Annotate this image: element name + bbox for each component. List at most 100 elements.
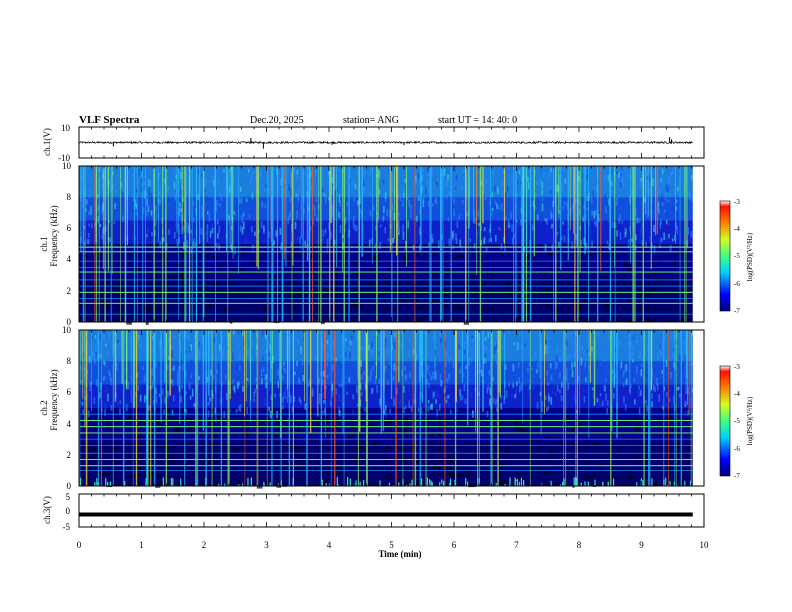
spectrogram-noise: [192, 472, 196, 475]
spectrogram-noise: [555, 355, 558, 362]
spectrogram-noise: [588, 220, 590, 227]
spectrogram-noise: [413, 398, 416, 405]
spectrogram-noise: [541, 181, 544, 188]
spectrogram-noise: [155, 387, 158, 395]
spectrogram-noise: [288, 183, 291, 191]
spectrogram-noise: [83, 360, 86, 365]
spectrogram-noise: [661, 352, 663, 358]
spectrogram-noise: [338, 384, 341, 388]
spectrogram-noise: [206, 235, 209, 242]
ch1-freq-tick-2: 2: [67, 286, 72, 296]
spectrogram-noise: [602, 383, 605, 391]
spectrogram-noise: [630, 352, 633, 360]
spectrogram-noise: [87, 210, 90, 216]
spectrogram-noise: [212, 355, 215, 360]
spectrogram-noise: [479, 361, 482, 368]
spectrogram-noise: [277, 181, 280, 188]
spectrogram-noise: [645, 334, 647, 340]
spectrogram-noise: [567, 333, 570, 340]
spectrogram-noise: [558, 320, 565, 322]
spectrogram-noise: [250, 177, 253, 182]
spectrogram-noise: [419, 206, 421, 214]
spectrogram-noise: [110, 378, 112, 386]
spectrogram-noise: [164, 396, 166, 404]
spectrogram-noise: [314, 168, 317, 177]
ch2-spectrogram-panel: 0 2 4 6 8 10 ch.2 Frequency (kHz) -3 -4 …: [39, 325, 754, 491]
spectrogram-noise: [216, 374, 219, 378]
spectrogram-noise: [613, 392, 615, 399]
spectrogram-noise: [113, 344, 116, 350]
ch2-spectrogram-image: [79, 330, 704, 489]
spectrogram-noise: [80, 175, 83, 180]
spectrogram-noise: [190, 246, 193, 254]
spectrogram-noise: [548, 393, 550, 402]
ch3-ytick-top: 5: [66, 492, 71, 502]
spectrogram-noise: [261, 184, 264, 188]
spectrogram-noise: [591, 387, 594, 391]
spectrogram-noise: [372, 467, 377, 471]
spectrogram-noise: [101, 333, 104, 341]
ch1-spectrogram-ylabel-freq: Frequency (kHz): [49, 205, 59, 266]
spectrogram-noise: [657, 203, 659, 212]
spectrogram-noise: [563, 201, 566, 205]
spectrogram-noise: [181, 331, 184, 340]
spectrogram-noise: [549, 210, 552, 215]
spectrogram-noise: [333, 343, 335, 351]
spectrogram-noise: [352, 220, 355, 229]
spectrogram-noise: [604, 174, 606, 183]
spectrogram-noise: [331, 204, 334, 212]
spectrogram-noise: [588, 169, 591, 174]
spectrogram-noise: [154, 230, 156, 236]
spectrogram-noise: [386, 421, 392, 423]
spectrogram-noise: [232, 447, 237, 450]
spectrogram-noise: [452, 360, 455, 369]
spectrogram-noise: [624, 379, 627, 385]
spectrogram-noise: [622, 283, 627, 287]
spectrogram-noise: [189, 395, 192, 400]
spectrogram-noise: [560, 395, 563, 401]
spectrogram-noise: [606, 400, 609, 406]
spectrogram-noise: [587, 279, 593, 283]
spectrogram-noise: [462, 199, 464, 204]
spectrogram-noise: [431, 299, 437, 303]
spectrogram-noise: [368, 424, 374, 427]
spectrogram-noise: [690, 435, 695, 440]
spectrogram-noise: [230, 167, 232, 172]
spectrogram-noise: [639, 351, 641, 360]
spectrogram-noise: [187, 417, 191, 421]
spectrogram-noise: [332, 363, 334, 372]
spectrogram-noise: [381, 473, 385, 476]
spectrogram-noise: [623, 396, 625, 404]
spectrogram-noise: [424, 330, 427, 335]
spectrogram-noise: [501, 180, 503, 187]
spectrogram-noise: [352, 394, 355, 400]
spectrogram-noise: [206, 224, 209, 230]
spectrogram-noise: [390, 238, 392, 246]
spectrogram-noise: [415, 460, 421, 464]
spectrogram-noise: [209, 424, 214, 426]
spectrogram-noise: [176, 202, 179, 210]
spectrogram-noise: [138, 335, 140, 341]
spectrogram-noise: [282, 176, 285, 184]
spectrogram-noise: [485, 347, 488, 352]
spectrogram-noise: [241, 214, 243, 223]
ch2-cb-tick-7: -7: [734, 472, 740, 480]
spectrogram-noise: [417, 173, 420, 179]
spectrogram-noise: [171, 367, 174, 372]
spectrogram-noise: [300, 399, 302, 405]
spectrogram-noise: [222, 335, 225, 339]
spectrogram-noise: [640, 223, 643, 231]
spectrogram-noise: [362, 371, 365, 375]
spectrogram-noise: [393, 397, 395, 406]
spectrogram-noise: [145, 234, 148, 238]
spectrogram-noise: [544, 244, 547, 252]
spectrogram-noise: [562, 205, 565, 211]
spectrogram-noise: [478, 334, 480, 340]
spectrogram-noise: [443, 168, 446, 177]
spectrogram-noise: [86, 210, 89, 214]
spectrogram-noise: [262, 377, 265, 384]
spectrogram-noise: [618, 218, 620, 224]
spectrogram-noise: [146, 306, 152, 310]
spectrogram-noise: [620, 176, 623, 184]
spectrogram-noise: [92, 246, 95, 255]
